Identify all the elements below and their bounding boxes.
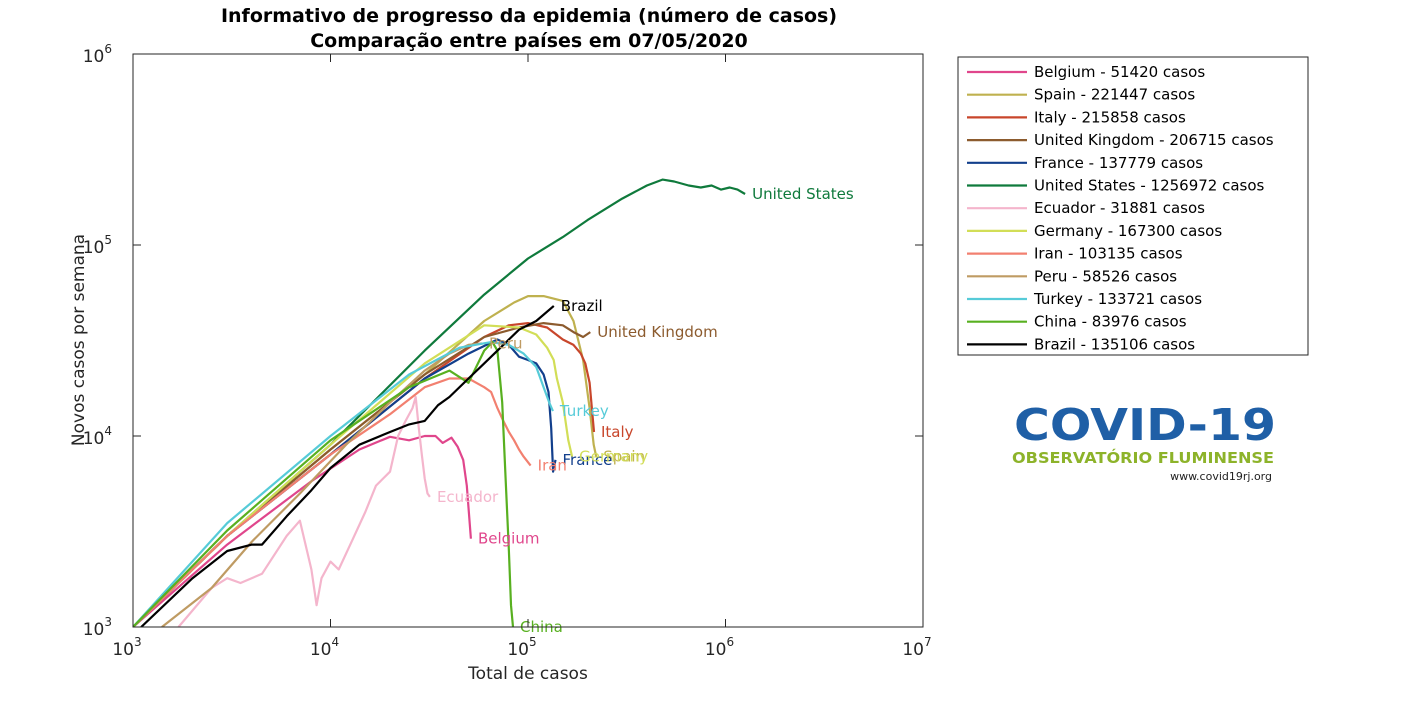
series-line-brazil (140, 305, 555, 627)
x-tick-label: 105 (507, 635, 536, 660)
series-line-germany (133, 324, 574, 627)
series-label-ecuador: Ecuador (437, 488, 499, 506)
logo-title: COVID-19 (1014, 400, 1276, 451)
x-tick-label: 106 (705, 635, 734, 660)
logo-url: www.covid19rj.org (1170, 470, 1272, 483)
series-line-united-kingdom (133, 322, 591, 627)
legend-box (957, 56, 1309, 356)
series-label-united-states: United States (752, 185, 854, 203)
series-line-belgium (133, 434, 472, 627)
chart-legend: Belgium - 51420 casos Spain - 221447 caso… (957, 56, 1309, 356)
series-line-france (133, 338, 557, 627)
series-label-iran: Iran (538, 457, 567, 475)
legend-entry-turkey: Turkey - 133721 casos (1033, 290, 1202, 308)
legend-entry-china: China - 83976 casos (1034, 313, 1187, 331)
series-layer (133, 178, 746, 627)
series-label-germany: Germany (579, 448, 648, 466)
covid19-logo: COVID-19 OBSERVATÓRIO FLUMINENSE www.cov… (1012, 400, 1276, 483)
series-label-peru: Peru (489, 334, 522, 352)
series-label-turkey: Turkey (559, 402, 609, 420)
series-label-italy: Italy (601, 423, 634, 441)
legend-entry-spain: Spain - 221447 casos (1034, 86, 1195, 104)
series-label-brazil: Brazil (561, 297, 603, 315)
logo-subtitle: OBSERVATÓRIO FLUMINENSE (1012, 448, 1274, 467)
legend-entry-peru: Peru - 58526 casos (1034, 267, 1177, 285)
legend-entry-france: France - 137779 casos (1034, 154, 1203, 172)
series-line-iran (133, 377, 532, 627)
series-label-spain: Spain (603, 448, 645, 466)
x-axis-label: Total de casos (467, 664, 588, 684)
chart-subtitle: Comparação entre países em 07/05/2020 (310, 30, 748, 52)
legend-entry-germany: Germany - 167300 casos (1034, 222, 1222, 240)
chart-title: Informativo de progresso da epidemia (nú… (221, 5, 837, 27)
series-label-belgium: Belgium (478, 530, 540, 548)
legend-entry-belgium: Belgium - 51420 casos (1034, 63, 1205, 81)
y-tick-label: 103 (83, 615, 112, 640)
series-line-peru (161, 342, 483, 627)
series-label-united-kingdom: United Kingdom (597, 323, 717, 341)
y-tick-label: 106 (83, 42, 112, 67)
series-line-italy (133, 322, 596, 627)
legend-entry-united-states: United States - 1256972 casos (1034, 177, 1265, 195)
x-tick-label: 104 (310, 635, 339, 660)
series-line-turkey (133, 341, 554, 627)
legend-entry-united-kingdom: United Kingdom - 206715 casos (1034, 131, 1274, 149)
y-axis-label: Novos casos por semana (69, 234, 89, 446)
x-tick-label: 107 (902, 635, 931, 660)
series-label-france: France (562, 451, 612, 469)
legend-entry-italy: Italy - 215858 casos (1034, 108, 1186, 126)
series-line-united-states (133, 178, 746, 627)
legend-entry-brazil: Brazil - 135106 casos (1034, 335, 1195, 353)
y-tick-label: 104 (83, 424, 112, 449)
series-line-china (133, 341, 515, 627)
x-tick-label: 103 (112, 635, 141, 660)
legend-entry-iran: Iran - 103135 casos (1034, 245, 1183, 263)
legend-entry-ecuador: Ecuador - 31881 casos (1034, 199, 1205, 217)
series-line-ecuador (177, 395, 431, 627)
